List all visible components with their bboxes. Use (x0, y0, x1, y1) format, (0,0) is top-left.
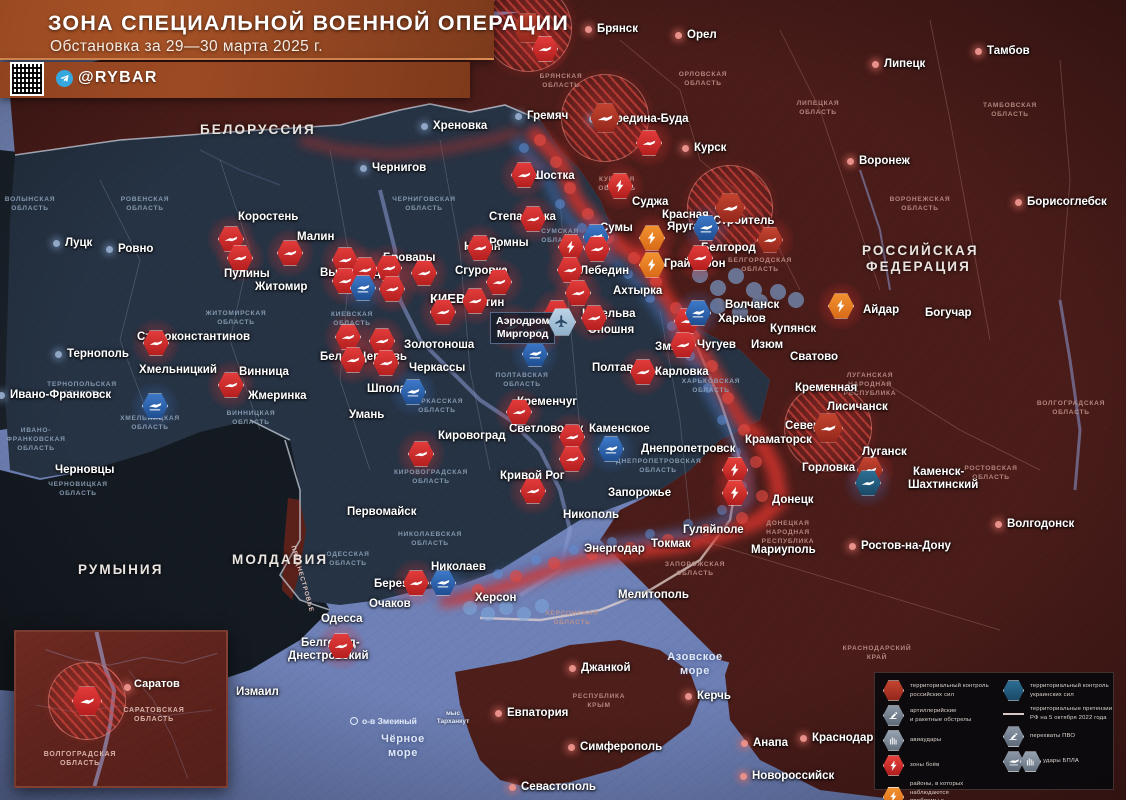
city-dot (569, 665, 576, 672)
city-dot (55, 351, 62, 358)
drone-icon-b (1020, 751, 1041, 772)
legend-label: перехваты ПВО (1030, 733, 1076, 740)
air-defense-intercept-marker[interactable] (400, 379, 426, 405)
legend-row: удары БПЛА (1003, 751, 1113, 772)
header-subtitle: Обстановка за 29—30 марта 2025 г. (50, 38, 323, 55)
lightning-icon (883, 755, 904, 776)
uav-strike-marker[interactable] (430, 299, 456, 325)
city-dot (53, 240, 60, 247)
island-ring-icon (350, 717, 358, 725)
russian-control-marker[interactable] (590, 103, 620, 133)
air-defense-intercept-marker[interactable] (430, 570, 456, 596)
city-dot (995, 521, 1002, 528)
city-dot (682, 145, 689, 152)
city-dot (872, 61, 879, 68)
uav-strike-marker[interactable] (369, 328, 395, 354)
page-title: ЗОНА СПЕЦИАЛЬНОЙ ВОЕННОЙ ОПЕРАЦИИ (48, 11, 570, 35)
telegram-icon (56, 70, 73, 87)
city-dot (849, 543, 856, 550)
legend-row: перехваты ПВО (1003, 726, 1113, 747)
city-dot (741, 740, 748, 747)
legend-label: зоны боёв (910, 762, 940, 769)
city-dot (0, 392, 5, 399)
airstrike-icon (883, 730, 904, 751)
legend-row: районы, в которых наблюдаются проблемы с… (883, 780, 998, 800)
drone-strike-icon (1003, 751, 1041, 772)
qr-code-icon (10, 62, 44, 96)
city-dot (585, 26, 592, 33)
city-dot (106, 246, 113, 253)
legend-left-column: территориальный контроль российских сил а… (883, 680, 998, 800)
inset-uav-marker[interactable] (72, 686, 102, 716)
city-dot (975, 48, 982, 55)
legend-label: территориальный контроль российских сил (910, 682, 989, 698)
artillery-icon (883, 705, 904, 726)
claim-line-icon (1003, 712, 1024, 715)
legend-label: территориальный контроль украинских сил (1030, 682, 1109, 698)
uav-strike-marker[interactable] (340, 347, 366, 373)
uav-strike-marker[interactable] (486, 269, 512, 295)
city-dot (800, 735, 807, 742)
legend-row: артиллерийские и ракетные обстрелы (883, 705, 998, 726)
legend-label: артиллерийские и ракетные обстрелы (910, 707, 972, 723)
uav-strike-marker[interactable] (467, 235, 493, 261)
city-dot (847, 158, 854, 165)
uav-strike-marker[interactable] (328, 633, 354, 659)
uav-strike-marker[interactable] (408, 441, 434, 467)
legend-row: территориальные претензии РФ на 5 октябр… (1003, 705, 1113, 722)
uav-strike-marker[interactable] (462, 288, 488, 314)
legend-label: территориальные претензии РФ на 5 октябр… (1030, 706, 1113, 721)
legend-right-column: территориальный контроль украинских сил т… (1003, 680, 1113, 776)
city-dot (740, 773, 747, 780)
city-dot (515, 113, 522, 120)
header-plate (0, 0, 494, 60)
city-dot (509, 784, 516, 791)
air-defense-intercept-marker[interactable] (350, 275, 376, 301)
channel-handle[interactable]: @RYBAR (78, 69, 158, 86)
legend-row: зоны боёв (883, 755, 998, 776)
inset-map-saratov[interactable]: Саратов САРАТОВСКАЯ ОБЛАСТЬ ВОЛГОГРАДСКА… (14, 630, 228, 788)
legend-row: территориальный контроль украинских сил (1003, 680, 1113, 701)
city-dot (421, 123, 428, 130)
city-dot (568, 744, 575, 751)
inset-city-dot (124, 684, 131, 691)
uav-strike-marker[interactable] (379, 276, 405, 302)
hex-ukrainian-control (1003, 680, 1024, 701)
city-dot (675, 32, 682, 39)
power-bolt-icon (883, 787, 904, 800)
uav-strike-marker[interactable] (277, 240, 303, 266)
legend-label: удары БПЛА (1043, 758, 1080, 765)
uav-strike-marker[interactable] (411, 260, 437, 286)
uav-strike-marker[interactable] (403, 570, 429, 596)
hex-russian-control (883, 680, 904, 701)
city-dot (685, 693, 692, 700)
legend-label: авиаудары (910, 737, 942, 744)
header: ЗОНА СПЕЦИАЛЬНОЙ ВОЕННОЙ ОПЕРАЦИИ Обстан… (0, 0, 568, 98)
legend-row: авиаудары (883, 730, 998, 751)
air-defense-icon (1003, 726, 1024, 747)
city-dot (495, 710, 502, 717)
uav-strike-marker[interactable] (376, 255, 402, 281)
legend-label: районы, в которых наблюдаются проблемы с… (910, 781, 964, 800)
legend-row: территориальный контроль российских сил (883, 680, 998, 701)
city-dot (1015, 199, 1022, 206)
legend: территориальный контроль российских сил а… (874, 672, 1114, 800)
city-dot (360, 165, 367, 172)
uav-strike-marker[interactable] (373, 350, 399, 376)
header-strip (0, 62, 470, 98)
